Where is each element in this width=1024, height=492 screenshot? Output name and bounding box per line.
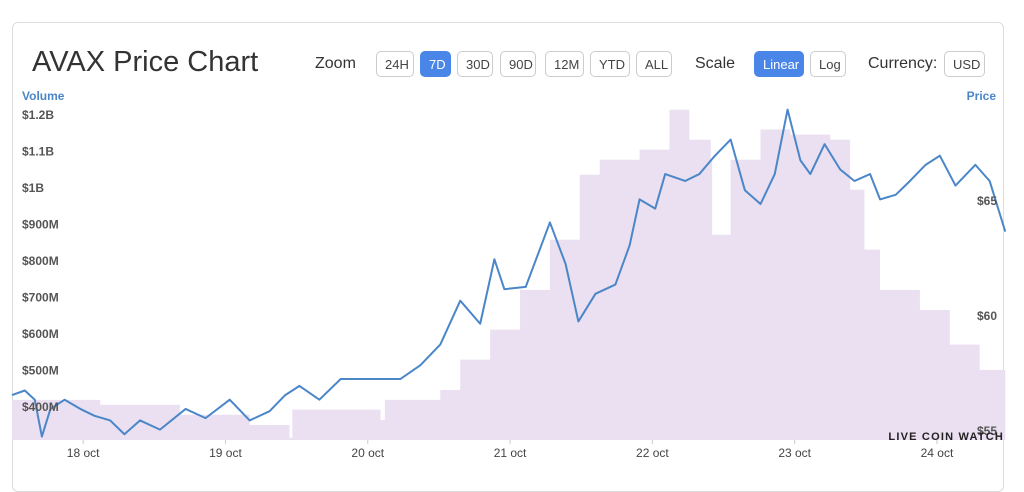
currency-button[interactable]: USD [944, 51, 985, 77]
zoom-button[interactable]: YTD [590, 51, 630, 77]
y2-tick-label: $60 [977, 309, 997, 323]
watermark: LIVE COIN WATCH [888, 431, 1004, 443]
x-tick-label: 23 oct [778, 446, 811, 460]
x-tick-label: 20 oct [351, 446, 384, 460]
chart: Volume Price $400M $500M $600M $700M $800M $900… [11, 89, 1007, 460]
x-tick-label: 21 oct [494, 446, 527, 460]
zoom-button[interactable]: 24H [376, 51, 414, 77]
zoom-button[interactable]: 12M [545, 51, 584, 77]
x-tick-label: 22 oct [636, 446, 669, 460]
currency-label: Currency: [868, 55, 938, 72]
zoom-button[interactable]: 90D [500, 51, 536, 77]
zoom-button[interactable]: 7D [420, 51, 451, 77]
y2-tick-label: $55 [977, 424, 997, 438]
y-tick-label: $900M [22, 217, 59, 231]
y-tick-label: $1B [22, 181, 44, 195]
y2-tick-label: $65 [977, 194, 997, 208]
zoom-label: Zoom [315, 55, 356, 72]
y-tick-label: $500M [22, 363, 59, 377]
zoom-button[interactable]: ALL [636, 51, 672, 77]
page: {"header": {"title": "AVAX Price Chart"}… [11, 22, 1007, 492]
y-tick-label: $600M [22, 327, 59, 341]
y-tick-label: $400M [22, 400, 59, 414]
y-tick-label: $1.2B [22, 108, 54, 122]
y-tick-label: $800M [22, 254, 59, 268]
y-axis-title: Volume [22, 89, 65, 103]
scale-button[interactable]: Log [810, 51, 846, 77]
y2-axis-title: Price [967, 89, 997, 103]
volume-area [12, 109, 1006, 441]
price-line [11, 108, 1007, 438]
page-title: AVAX Price Chart [32, 46, 259, 78]
x-tick-label: 24 oct [921, 446, 954, 460]
x-tick-label: 18 oct [67, 446, 100, 460]
x-tick-label: 19 oct [209, 446, 242, 460]
zoom-button[interactable]: 30D [457, 51, 493, 77]
scale-button[interactable]: Linear [754, 51, 804, 77]
y-tick-label: $1.1B [22, 144, 54, 158]
y-tick-label: $700M [22, 290, 59, 304]
scale-label: Scale [695, 55, 736, 72]
